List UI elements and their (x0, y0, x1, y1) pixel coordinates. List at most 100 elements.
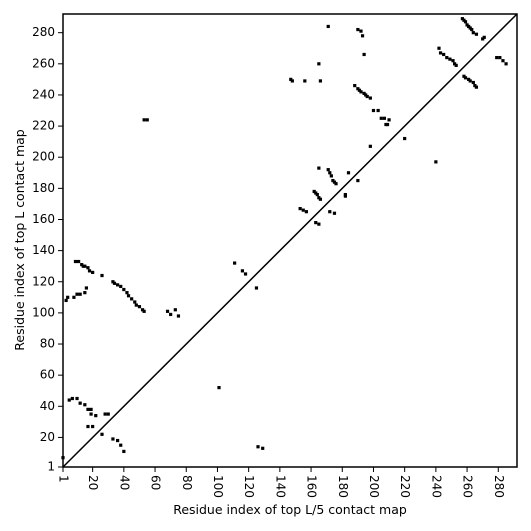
contact-point (328, 210, 332, 214)
contact-point (474, 85, 479, 89)
contact-point (84, 286, 89, 290)
contact-point (86, 407, 90, 412)
contact-point (301, 208, 305, 212)
contact-point (368, 96, 372, 100)
contact-point (142, 118, 146, 122)
diagonal-line (62, 13, 518, 468)
y-tick-label: 140 (32, 243, 55, 257)
y-tick-label: 280 (32, 25, 55, 39)
contact-point (365, 94, 369, 99)
contact-point (145, 118, 149, 122)
y-tick-label: 220 (32, 119, 55, 133)
contact-point (70, 396, 74, 401)
contact-point (125, 291, 129, 295)
x-tick-label: 260 (461, 475, 475, 498)
contact-point (362, 52, 366, 57)
contact-point (451, 59, 455, 63)
y-tick-label: 1 (47, 460, 55, 474)
contact-point (448, 57, 452, 61)
y-axis-label: Residue index of top L contact map (12, 129, 27, 350)
contact-point (359, 29, 363, 33)
contact-point (73, 259, 78, 264)
contact-point (314, 220, 318, 225)
contact-point (474, 32, 479, 36)
contact-point (91, 424, 95, 429)
contact-point (103, 412, 107, 416)
contact-point (304, 210, 308, 214)
contact-point (371, 108, 376, 113)
contact-point (471, 80, 475, 85)
x-tick-label: 1 (57, 475, 71, 483)
x-tick-label: 100 (211, 475, 225, 498)
contact-point (326, 24, 330, 29)
y-tick-label: 100 (32, 305, 55, 319)
contact-point (119, 443, 123, 447)
contact-point (303, 79, 307, 83)
contact-point (106, 412, 110, 416)
contact-point (261, 446, 265, 450)
contact-point (328, 171, 332, 175)
contact-point (379, 116, 383, 120)
contact-point (67, 398, 71, 402)
contact-point (317, 166, 321, 170)
contact-point (165, 309, 170, 313)
contact-point (130, 297, 134, 301)
x-tick-label: 280 (492, 475, 506, 498)
contact-point (173, 308, 177, 312)
contact-point (122, 287, 126, 292)
y-tick-label: 120 (32, 274, 55, 288)
contact-point (318, 197, 323, 201)
contact-point (332, 211, 337, 215)
contact-point (72, 295, 76, 299)
contact-point (359, 90, 363, 94)
x-tick-label: 200 (367, 475, 381, 498)
contact-point (78, 401, 82, 405)
contact-point (116, 283, 120, 287)
contact-point (100, 432, 104, 436)
x-tick-label: 40 (117, 475, 131, 490)
contact-point (501, 59, 505, 63)
contact-point (298, 206, 302, 211)
contact-point (137, 305, 142, 309)
contact-point (254, 286, 259, 290)
contact-point (83, 291, 87, 295)
contact-point (368, 144, 372, 148)
contact-point (360, 34, 365, 38)
y-tick-label: 260 (32, 56, 55, 70)
contact-point (356, 178, 360, 183)
y-tick-label: 20 (40, 430, 55, 444)
y-tick-label: 160 (32, 212, 55, 226)
contact-point (75, 292, 79, 296)
x-tick-label: 180 (336, 475, 350, 498)
x-tick-label: 120 (242, 475, 256, 498)
contact-point (470, 27, 474, 32)
contact-point (434, 160, 438, 164)
contact-point (463, 20, 468, 24)
contact-point (86, 424, 90, 429)
contact-point (356, 27, 360, 32)
x-tick-label: 240 (429, 475, 443, 498)
contact-point (89, 407, 93, 412)
contact-point (83, 403, 87, 407)
contact-point (64, 298, 68, 303)
contact-point (100, 273, 104, 278)
contact-point (243, 272, 248, 276)
y-tick-label: 180 (32, 181, 55, 195)
contact-point (77, 259, 81, 264)
contact-point (66, 295, 70, 299)
contact-point (87, 269, 92, 273)
contact-point (256, 445, 260, 449)
contact-point (176, 314, 181, 318)
contact-point (94, 414, 98, 418)
plot-frame (62, 13, 518, 468)
contact-point (376, 108, 380, 113)
contact-point (61, 456, 65, 460)
y-tick-label: 40 (40, 399, 55, 413)
contact-point (169, 312, 173, 317)
contact-point (119, 284, 123, 289)
x-tick-label: 60 (149, 475, 163, 490)
contact-point (471, 31, 475, 35)
contact-point (78, 292, 82, 296)
contact-point (142, 309, 146, 313)
